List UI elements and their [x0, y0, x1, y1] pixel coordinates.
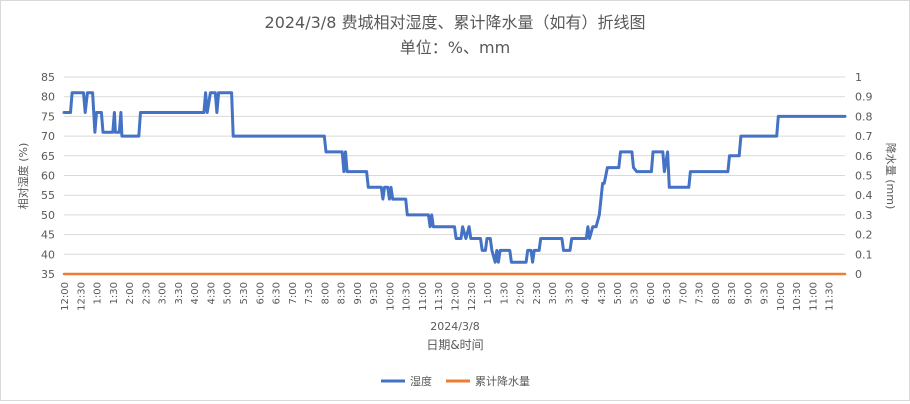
- y-axis-left-label: 相对湿度 (%): [16, 143, 30, 210]
- y-tick-right-label: 0.5: [855, 170, 873, 183]
- y-axis-right-label: 降水量 (mm): [884, 143, 898, 210]
- y-tick-left-label: 55: [41, 189, 55, 202]
- x-tick-label: 8:00: [711, 282, 722, 304]
- x-tick-label: 3:30: [174, 282, 185, 304]
- chart-title: 2024/3/8 费城相对湿度、累计降水量（如有）折线图: [265, 13, 646, 32]
- x-tick-label: 1:30: [499, 282, 510, 304]
- x-tick-label: 3:00: [548, 282, 559, 304]
- x-tick-label: 11:00: [418, 282, 429, 311]
- x-tick-label: 10:30: [402, 282, 413, 311]
- x-tick-label: 6:30: [662, 282, 673, 304]
- x-tick-label: 1:30: [109, 282, 120, 304]
- y-tick-right-label: 0.3: [855, 209, 873, 222]
- y-tick-left-label: 45: [41, 229, 55, 242]
- y-tick-left-label: 50: [41, 209, 55, 222]
- x-tick-label: 12:30: [467, 282, 478, 311]
- legend-label-precipitation: 累计降水量: [475, 374, 530, 388]
- series-lines: [62, 91, 847, 276]
- y-tick-left-label: 80: [41, 91, 55, 104]
- x-tick-label: 4:30: [597, 282, 608, 304]
- x-tick-label: 6:00: [255, 282, 266, 304]
- x-tick-label: 1:00: [93, 282, 104, 304]
- y-tick-left-label: 35: [41, 268, 55, 281]
- x-tick-label: 4:00: [190, 282, 201, 304]
- x-tick-label: 3:00: [158, 282, 169, 304]
- y-tick-left-label: 65: [41, 150, 55, 163]
- x-tick-label: 11:00: [808, 282, 819, 311]
- gridlines: [64, 76, 845, 275]
- x-tick-label: 5:30: [239, 282, 250, 304]
- y-tick-left-label: 40: [41, 248, 55, 261]
- y-tick-right-label: 0.9: [855, 91, 873, 104]
- legend-label-humidity: 湿度: [410, 374, 432, 388]
- x-tick-label: 10:30: [792, 282, 803, 311]
- x-tick-label: 4:30: [206, 282, 217, 304]
- x-tick-label: 8:00: [320, 282, 331, 304]
- x-tick-label: 5:30: [629, 282, 640, 304]
- x-tick-label: 5:00: [223, 282, 234, 304]
- x-axis-group-label: 2024/3/8: [430, 320, 479, 333]
- x-tick-label: 9:00: [353, 282, 364, 304]
- x-tick-label: 9:30: [369, 282, 380, 304]
- x-tick-label: 2:00: [125, 282, 136, 304]
- x-tick-label: 4:00: [581, 282, 592, 304]
- x-tick-label: 9:30: [760, 282, 771, 304]
- x-tick-label: 11:30: [825, 282, 836, 311]
- x-tick-label: 2:30: [532, 282, 543, 304]
- x-tick-label: 7:30: [304, 282, 315, 304]
- x-tick-label: 9:00: [743, 282, 754, 304]
- y-tick-left-label: 75: [41, 110, 55, 123]
- y-tick-left-label: 85: [41, 71, 55, 84]
- legend-item-humidity: 湿度: [381, 374, 432, 388]
- y-tick-right-label: 0.2: [855, 229, 873, 242]
- x-tick-label: 11:30: [434, 282, 445, 311]
- y-tick-right-label: 0.4: [855, 189, 873, 202]
- y-axis-left-ticks: 35 40 45 50 55 60 65 70 75 80 85: [41, 71, 55, 281]
- y-tick-right-label: 0.6: [855, 150, 873, 163]
- y-axis-right-ticks: 0 0.1 0.2 0.3 0.4 0.5 0.6 0.7 0.8 0.9 1: [855, 71, 873, 281]
- x-tick-label: 6:30: [272, 282, 283, 304]
- y-tick-right-label: 0.8: [855, 110, 873, 123]
- x-axis-ticks: 12:00 12:30 1:00 1:30 2:00 2:30 3:00 3:30 4:00 4:…: [60, 282, 836, 311]
- x-tick-label: 7:00: [288, 282, 299, 304]
- x-tick-label: 10:00: [776, 282, 787, 311]
- x-tick-label: 12:00: [451, 282, 462, 311]
- x-tick-label: 3:30: [564, 282, 575, 304]
- chart-subtitle: 单位：%、mm: [400, 38, 510, 57]
- y-tick-left-label: 60: [41, 170, 55, 183]
- legend: 湿度 累计降水量: [381, 374, 530, 388]
- x-axis-label: 日期&时间: [426, 338, 483, 352]
- y-tick-left-label: 70: [41, 130, 55, 143]
- x-tick-label: 2:00: [516, 282, 527, 304]
- y-tick-right-label: 1: [855, 71, 862, 84]
- x-tick-label: 6:00: [646, 282, 657, 304]
- x-tick-label: 12:00: [60, 282, 71, 311]
- x-tick-label: 8:30: [727, 282, 738, 304]
- x-tick-label: 7:00: [678, 282, 689, 304]
- x-tick-label: 10:00: [385, 282, 396, 311]
- y-tick-right-label: 0.7: [855, 130, 873, 143]
- y-tick-right-label: 0.1: [855, 248, 873, 261]
- series-line-humidity: [62, 91, 847, 264]
- x-tick-label: 8:30: [337, 282, 348, 304]
- x-tick-label: 7:30: [695, 282, 706, 304]
- legend-item-precipitation: 累计降水量: [446, 374, 530, 388]
- x-tick-label: 5:00: [613, 282, 624, 304]
- y-tick-right-label: 0: [855, 268, 862, 281]
- x-tick-label: 12:30: [76, 282, 87, 311]
- x-tick-label: 2:30: [141, 282, 152, 304]
- x-tick-label: 1:00: [483, 282, 494, 304]
